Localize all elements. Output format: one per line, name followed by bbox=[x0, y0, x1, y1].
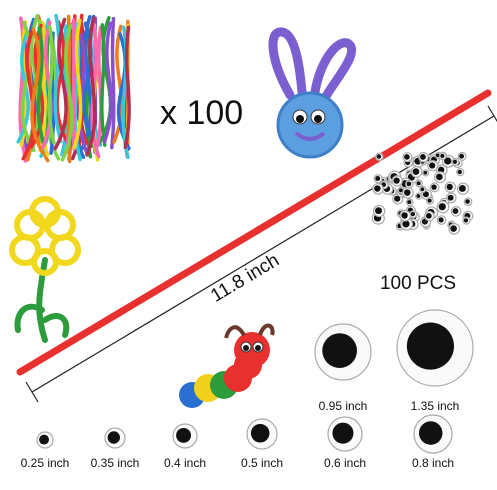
eye-pupil bbox=[447, 194, 454, 201]
pipe-cleaner bbox=[60, 24, 74, 162]
eye-pupil bbox=[406, 322, 454, 370]
eye-pupil bbox=[435, 153, 440, 158]
eye-pupil bbox=[420, 154, 426, 160]
eye-pupil bbox=[332, 422, 354, 444]
eye-pupil bbox=[420, 187, 425, 192]
eye-pupil bbox=[457, 169, 462, 175]
bunny-figure bbox=[268, 27, 357, 159]
pipe-cleaner bbox=[95, 26, 103, 148]
eye-pupil bbox=[423, 170, 428, 175]
eye-size-label: 0.6 inch bbox=[324, 456, 366, 470]
pipe-cleaner bbox=[72, 18, 83, 150]
pipe-cleaner bbox=[123, 25, 131, 150]
eye-pupil bbox=[176, 427, 191, 443]
eye-size-label: 0.5 inch bbox=[241, 456, 283, 470]
eye-size-label: 0.25 inch bbox=[21, 456, 70, 470]
eye-pupil bbox=[440, 153, 445, 159]
eye-size-label: 0.4 inch bbox=[164, 456, 206, 470]
pipe-cleaner bbox=[55, 20, 69, 144]
eye-size-label: 0.8 inch bbox=[412, 456, 454, 470]
eye-size-label: 1.35 inch bbox=[411, 399, 460, 413]
eye-pupil bbox=[431, 184, 437, 190]
eye-pupil bbox=[401, 212, 408, 219]
pipe-cleaner bbox=[110, 16, 116, 150]
eye-pupil bbox=[404, 154, 410, 160]
eye-pupil bbox=[375, 207, 382, 215]
eye-pupil bbox=[322, 333, 358, 368]
eye-pupil bbox=[446, 183, 453, 191]
pipe-cleaner bbox=[100, 23, 107, 147]
eye-pupil bbox=[429, 162, 436, 169]
pipe-cleaner bbox=[36, 26, 46, 147]
pipe-cleaner bbox=[53, 17, 68, 151]
eyes-count-label: 100 PCS bbox=[380, 273, 456, 294]
eye-pupil bbox=[39, 434, 49, 445]
pipe-cleaner bbox=[47, 24, 56, 145]
eye-pupil bbox=[107, 431, 121, 444]
eye-pupil bbox=[422, 191, 429, 198]
eye-pupil bbox=[375, 176, 381, 181]
eye-pupil bbox=[450, 225, 457, 232]
eye-pupil bbox=[374, 185, 381, 192]
eye-pupil bbox=[438, 217, 444, 223]
pipe-cleaner bbox=[53, 13, 63, 144]
eye-pupil bbox=[410, 211, 416, 217]
eye-pupil bbox=[458, 184, 466, 192]
eye-pupil bbox=[444, 157, 452, 165]
eye-pupil bbox=[406, 181, 412, 187]
eye-pupil bbox=[398, 188, 403, 193]
eye-pupil bbox=[412, 168, 420, 175]
eye-pupil bbox=[407, 200, 412, 205]
eye-pupil bbox=[438, 203, 446, 211]
eye-pupil bbox=[452, 208, 459, 215]
eye-pupil bbox=[416, 194, 421, 198]
pipe-cleaner-bundle bbox=[16, 13, 131, 164]
eye-size-label: 0.95 inch bbox=[319, 399, 368, 413]
pipe-cleaner bbox=[21, 27, 36, 161]
pipe-cleaner-stick bbox=[16, 89, 492, 376]
pipe-cleaner bbox=[102, 21, 113, 144]
eye-size-label: 0.35 inch bbox=[91, 456, 140, 470]
googly-eyes: 0.95 inch 1.35 inch 0.25 inch 0.35 inch 0.4 … bbox=[21, 309, 474, 470]
eye-pupil bbox=[427, 198, 432, 203]
eye-pupil bbox=[250, 423, 270, 443]
eye-pupil bbox=[418, 421, 443, 445]
eye-pupil bbox=[402, 220, 410, 228]
eye-pupil bbox=[425, 212, 432, 219]
eye-pupil bbox=[394, 195, 401, 202]
eye-pupil bbox=[393, 177, 400, 184]
eye-pupil bbox=[452, 159, 458, 164]
pipe-cleaner bbox=[85, 16, 97, 157]
pipe-cleaner bbox=[80, 14, 93, 151]
count-label: x 100 bbox=[160, 94, 243, 132]
eye-pupil bbox=[416, 181, 421, 186]
eye-pupil bbox=[463, 218, 469, 223]
caterpillar-figure bbox=[179, 323, 275, 408]
eyes-pile bbox=[371, 151, 474, 235]
eye-pupil bbox=[376, 154, 382, 159]
eye-pupil bbox=[436, 173, 443, 181]
pipe-cleaner bbox=[30, 27, 45, 155]
eye-pupil bbox=[459, 153, 465, 159]
flower-figure bbox=[9, 196, 81, 343]
eye-pupil bbox=[404, 189, 411, 196]
eye-pupil bbox=[465, 199, 470, 204]
